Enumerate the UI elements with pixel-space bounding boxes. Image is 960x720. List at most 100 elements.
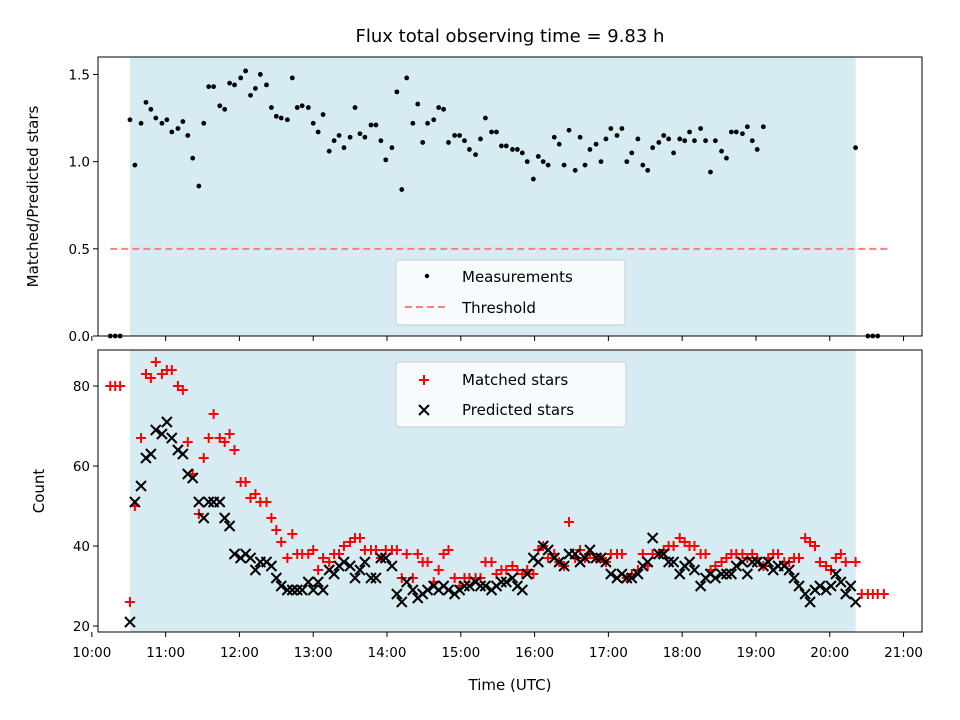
ratio-axis-ticks: 0.0 0.5 1.0 1.5: [69, 67, 905, 345]
predicted-star-point: [129, 496, 141, 508]
measurement-point: [682, 138, 688, 144]
measurement-point: [148, 106, 154, 112]
predicted-star-point: [516, 584, 529, 596]
predicted-star-point: [193, 496, 205, 508]
y-tick-label: 80: [73, 379, 90, 395]
matched-star-point: [401, 549, 412, 559]
measurement-point: [519, 150, 525, 156]
matched-star-point: [271, 525, 282, 535]
predicted-star-point: [328, 568, 340, 580]
predicted-star-point: [275, 580, 287, 592]
measurement-point: [331, 138, 337, 144]
matched-star-point: [177, 385, 188, 395]
predicted-star-point: [249, 564, 262, 576]
predicted-star-point: [804, 596, 816, 608]
measurement-point: [264, 82, 269, 88]
measurement-point: [206, 84, 212, 90]
predicted-star-point: [124, 616, 136, 628]
predicted-star-point: [291, 584, 303, 596]
predicted-star-point: [338, 556, 350, 568]
measurement-point: [138, 120, 144, 126]
measurement-point: [452, 133, 458, 138]
x-tick-label: 17:00: [589, 645, 628, 661]
measurement-point: [253, 85, 258, 91]
predicted-star-point: [166, 432, 178, 444]
measurement-point: [703, 138, 708, 144]
measurement-point: [587, 147, 593, 152]
matched-star-point: [668, 541, 679, 551]
predicted-star-point: [600, 556, 612, 568]
matched-star-point: [422, 557, 433, 567]
matched-star-point: [276, 537, 287, 547]
ratio-panel: 0.0 0.5 1.0 1.5 Flux total observing time =…: [24, 26, 923, 345]
measurement-point: [629, 150, 635, 156]
matched-star-point: [166, 365, 177, 375]
measurement-point: [749, 138, 755, 144]
predicted-star-point: [605, 568, 617, 580]
predicted-star-point: [495, 576, 508, 588]
measurement-point: [666, 136, 672, 142]
measurement-point: [656, 140, 662, 145]
measurement-point: [222, 106, 228, 112]
measurement-point: [284, 117, 290, 123]
predicted-star-point: [386, 560, 398, 572]
count-y-axis-label: Count: [30, 469, 48, 514]
predicted-star-point: [688, 564, 701, 576]
matched-star-point: [145, 373, 156, 383]
predicted-star-point: [265, 560, 278, 572]
measurement-point: [462, 138, 467, 144]
predicted-star-point: [579, 552, 591, 564]
predicted-star-point: [161, 416, 173, 428]
measurement-point: [754, 147, 760, 152]
measurement-point: [238, 75, 244, 81]
predicted-star-point: [558, 560, 570, 572]
predicted-star-point: [521, 568, 533, 580]
predicted-star-point: [730, 560, 742, 572]
measurement-point: [175, 126, 181, 131]
predicted-star-point: [177, 448, 189, 460]
measurement-point: [310, 120, 316, 126]
matched-star-point: [318, 553, 329, 563]
measurement-point: [294, 105, 300, 110]
measurement-point: [556, 141, 562, 147]
y-tick-label: 1.5: [69, 67, 90, 83]
matched-star-point: [528, 569, 539, 579]
matched-star-point: [543, 553, 554, 563]
measurement-point: [273, 113, 279, 119]
measurement-point: [624, 159, 630, 165]
matched-star-point: [564, 517, 575, 527]
predicted-star-point: [694, 580, 707, 592]
y-tick-label: 0.5: [69, 242, 90, 258]
matched-star-point: [689, 541, 700, 551]
predicted-star-point: [463, 580, 476, 592]
matched-star-point: [616, 549, 627, 559]
measurement-point: [478, 136, 483, 142]
measurement-point: [614, 133, 620, 138]
measurement-point: [489, 129, 494, 135]
predicted-star-point: [135, 480, 147, 492]
measurement-point: [153, 115, 159, 121]
measurement-point: [733, 129, 739, 135]
matched-star-point: [850, 557, 861, 567]
measurement-point: [514, 147, 520, 152]
predicted-star-point: [380, 552, 392, 564]
predicted-star-point: [506, 572, 519, 584]
measurement-point: [399, 187, 405, 192]
measurement-point: [320, 112, 326, 117]
predicted-star-point: [218, 512, 231, 524]
predicted-star-point: [370, 572, 382, 584]
matched-star-point: [835, 549, 846, 559]
predicted-star-point: [762, 556, 774, 568]
measurement-point: [494, 129, 499, 135]
predicted-star-point: [442, 584, 455, 596]
predicted-star-point: [317, 584, 329, 596]
predicted-star-point: [642, 556, 654, 568]
matched-star-point: [486, 557, 497, 567]
measurement-point: [677, 136, 683, 142]
measurement-point: [503, 143, 509, 149]
measurement-point: [180, 119, 186, 124]
x-tick-label: 13:00: [294, 645, 333, 661]
predicted-star-point: [202, 496, 215, 508]
predicted-star-point: [830, 568, 842, 580]
x-tick-label: 18:00: [663, 645, 702, 661]
